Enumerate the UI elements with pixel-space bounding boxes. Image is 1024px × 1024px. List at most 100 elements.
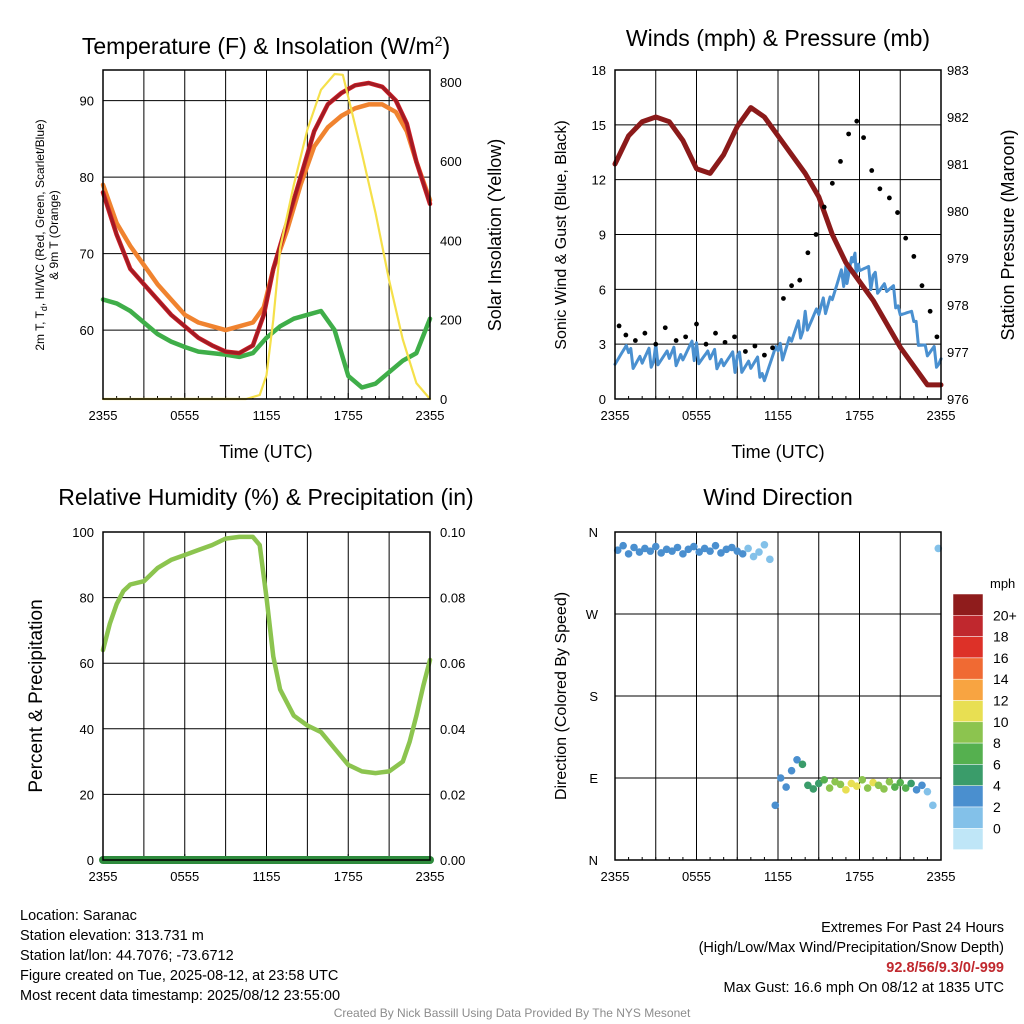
temperature-ylabel-2: & 9m T (Orange) [47,190,61,280]
rh-y2tick-label: 0.06 [440,656,465,671]
gust-point [854,118,860,124]
temp-xtick-label: 0555 [170,408,199,423]
sonic-wind-line [613,251,943,383]
temp-xtick-label: 1755 [334,408,363,423]
rh-ytick-label: 0 [87,853,94,868]
recent-timestamp: Most recent data timestamp: 2025/08/12 2… [20,988,341,1004]
dir-xtick-label: 2355 [601,869,630,884]
credit-line: Created By Nick Bassill Using Data Provi… [333,1006,691,1020]
dir-xtick-label: 0555 [682,869,711,884]
rh-ytick-label: 40 [80,722,94,737]
winds-y2tick-label: 976 [947,392,969,407]
gust-point [895,210,900,215]
gust-point [934,334,940,340]
station-location: Location: Saranac [20,908,137,924]
direction-point [755,548,763,556]
gust-point [903,235,909,241]
gust-point [877,186,883,192]
dir-xtick-label: 1755 [845,869,874,884]
temp-y2tick-label: 800 [440,75,462,90]
station-info: Location: Saranac Station elevation: 313… [20,906,340,1006]
gust-point [886,195,892,201]
legend-label: 20+ [993,607,1017,623]
winds-ytick-label: 6 [599,282,606,297]
gust-point [703,341,709,347]
rh-ytick-label: 20 [80,787,94,802]
winds-y2tick-label: 978 [947,298,969,313]
temp-ytick-label: 90 [80,94,94,109]
temp-ytick-label: 80 [80,170,94,185]
direction-point [760,540,769,549]
dir-ytick-label: N [589,853,598,868]
temp-ytick-label: 60 [80,323,94,338]
temperature-y2label: Solar Insolation (Yellow) [485,139,505,331]
winds-ytick-label: 9 [599,228,606,243]
winds-xtick-label: 0555 [682,408,711,423]
temp-ytick-label: 70 [80,247,94,262]
direction-point [820,776,828,784]
rh-y2tick-label: 0.02 [440,787,465,802]
temperature-title: Temperature (F) & Insolation (W/m2) [82,33,450,59]
rh-y2tick-label: 0.08 [440,591,465,606]
gust-point [911,254,917,259]
direction-point [836,780,845,789]
gust-point [722,339,728,345]
legend-swatch [952,700,984,723]
winds-xlabel: Time (UTC) [731,442,824,462]
temp-y2tick-label: 400 [440,233,462,248]
gust-point [673,338,679,343]
legend-swatch [952,678,984,701]
winds-ytick-label: 18 [592,63,606,78]
direction-point [668,547,676,555]
legend-swatch [952,764,984,786]
direction-point [673,543,682,552]
gust-point [632,338,638,343]
winds-y2tick-label: 983 [947,63,969,78]
legend-label: 2 [993,799,1001,815]
rh-frame [102,531,431,861]
max-gust: Max Gust: 16.6 mph On 08/12 at 1835 UTC [723,980,1004,996]
temp-xtick-label: 2355 [89,408,118,423]
direction-point [679,550,687,558]
legend-swatch [952,785,984,808]
direction-point [880,785,888,793]
winds-y2tick-label: 979 [947,251,969,266]
direction-point [842,786,850,794]
temp-xtick-label: 1155 [253,408,281,423]
direction-point [738,550,747,558]
winds-title: Winds (mph) & Pressure (mb) [626,25,930,51]
rh-y2tick-label: 0.10 [440,525,465,540]
winds-ytick-label: 12 [592,173,606,188]
gust-point [813,232,819,237]
gust-point [821,204,827,210]
extremes-info: Extremes For Past 24 Hours (High/Low/Max… [699,918,1004,998]
dir-ytick-label: E [589,771,598,786]
gust-point [927,308,933,314]
direction-point [787,766,796,775]
humidity-ylabel: Percent & Precipitation [26,599,47,792]
gust-point [829,180,835,186]
gust-point [869,168,875,173]
gust-point [919,283,925,289]
direction-point [782,783,790,791]
direction-point [635,548,644,556]
winds-y2label: Station Pressure (Maroon) [998,129,1018,340]
direction-point [814,779,823,788]
gust-point [616,323,622,329]
legend-swatch [952,636,984,659]
rh-ytick-label: 100 [72,525,94,540]
gust-point [623,332,629,338]
direction-point [744,544,752,553]
direction-point [934,544,943,553]
direction-point [776,774,785,782]
winds-ytick-label: 3 [599,337,606,352]
winds-xtick-label: 2355 [927,408,956,423]
direction-point [619,541,627,550]
direction-point [798,760,807,769]
temp-hiwc-line [101,81,432,355]
rh-xtick-label: 1755 [334,869,363,884]
direction-point [717,549,725,557]
legend-label: 4 [993,778,1001,794]
insolation-line [101,72,432,401]
gust-point [653,341,659,347]
